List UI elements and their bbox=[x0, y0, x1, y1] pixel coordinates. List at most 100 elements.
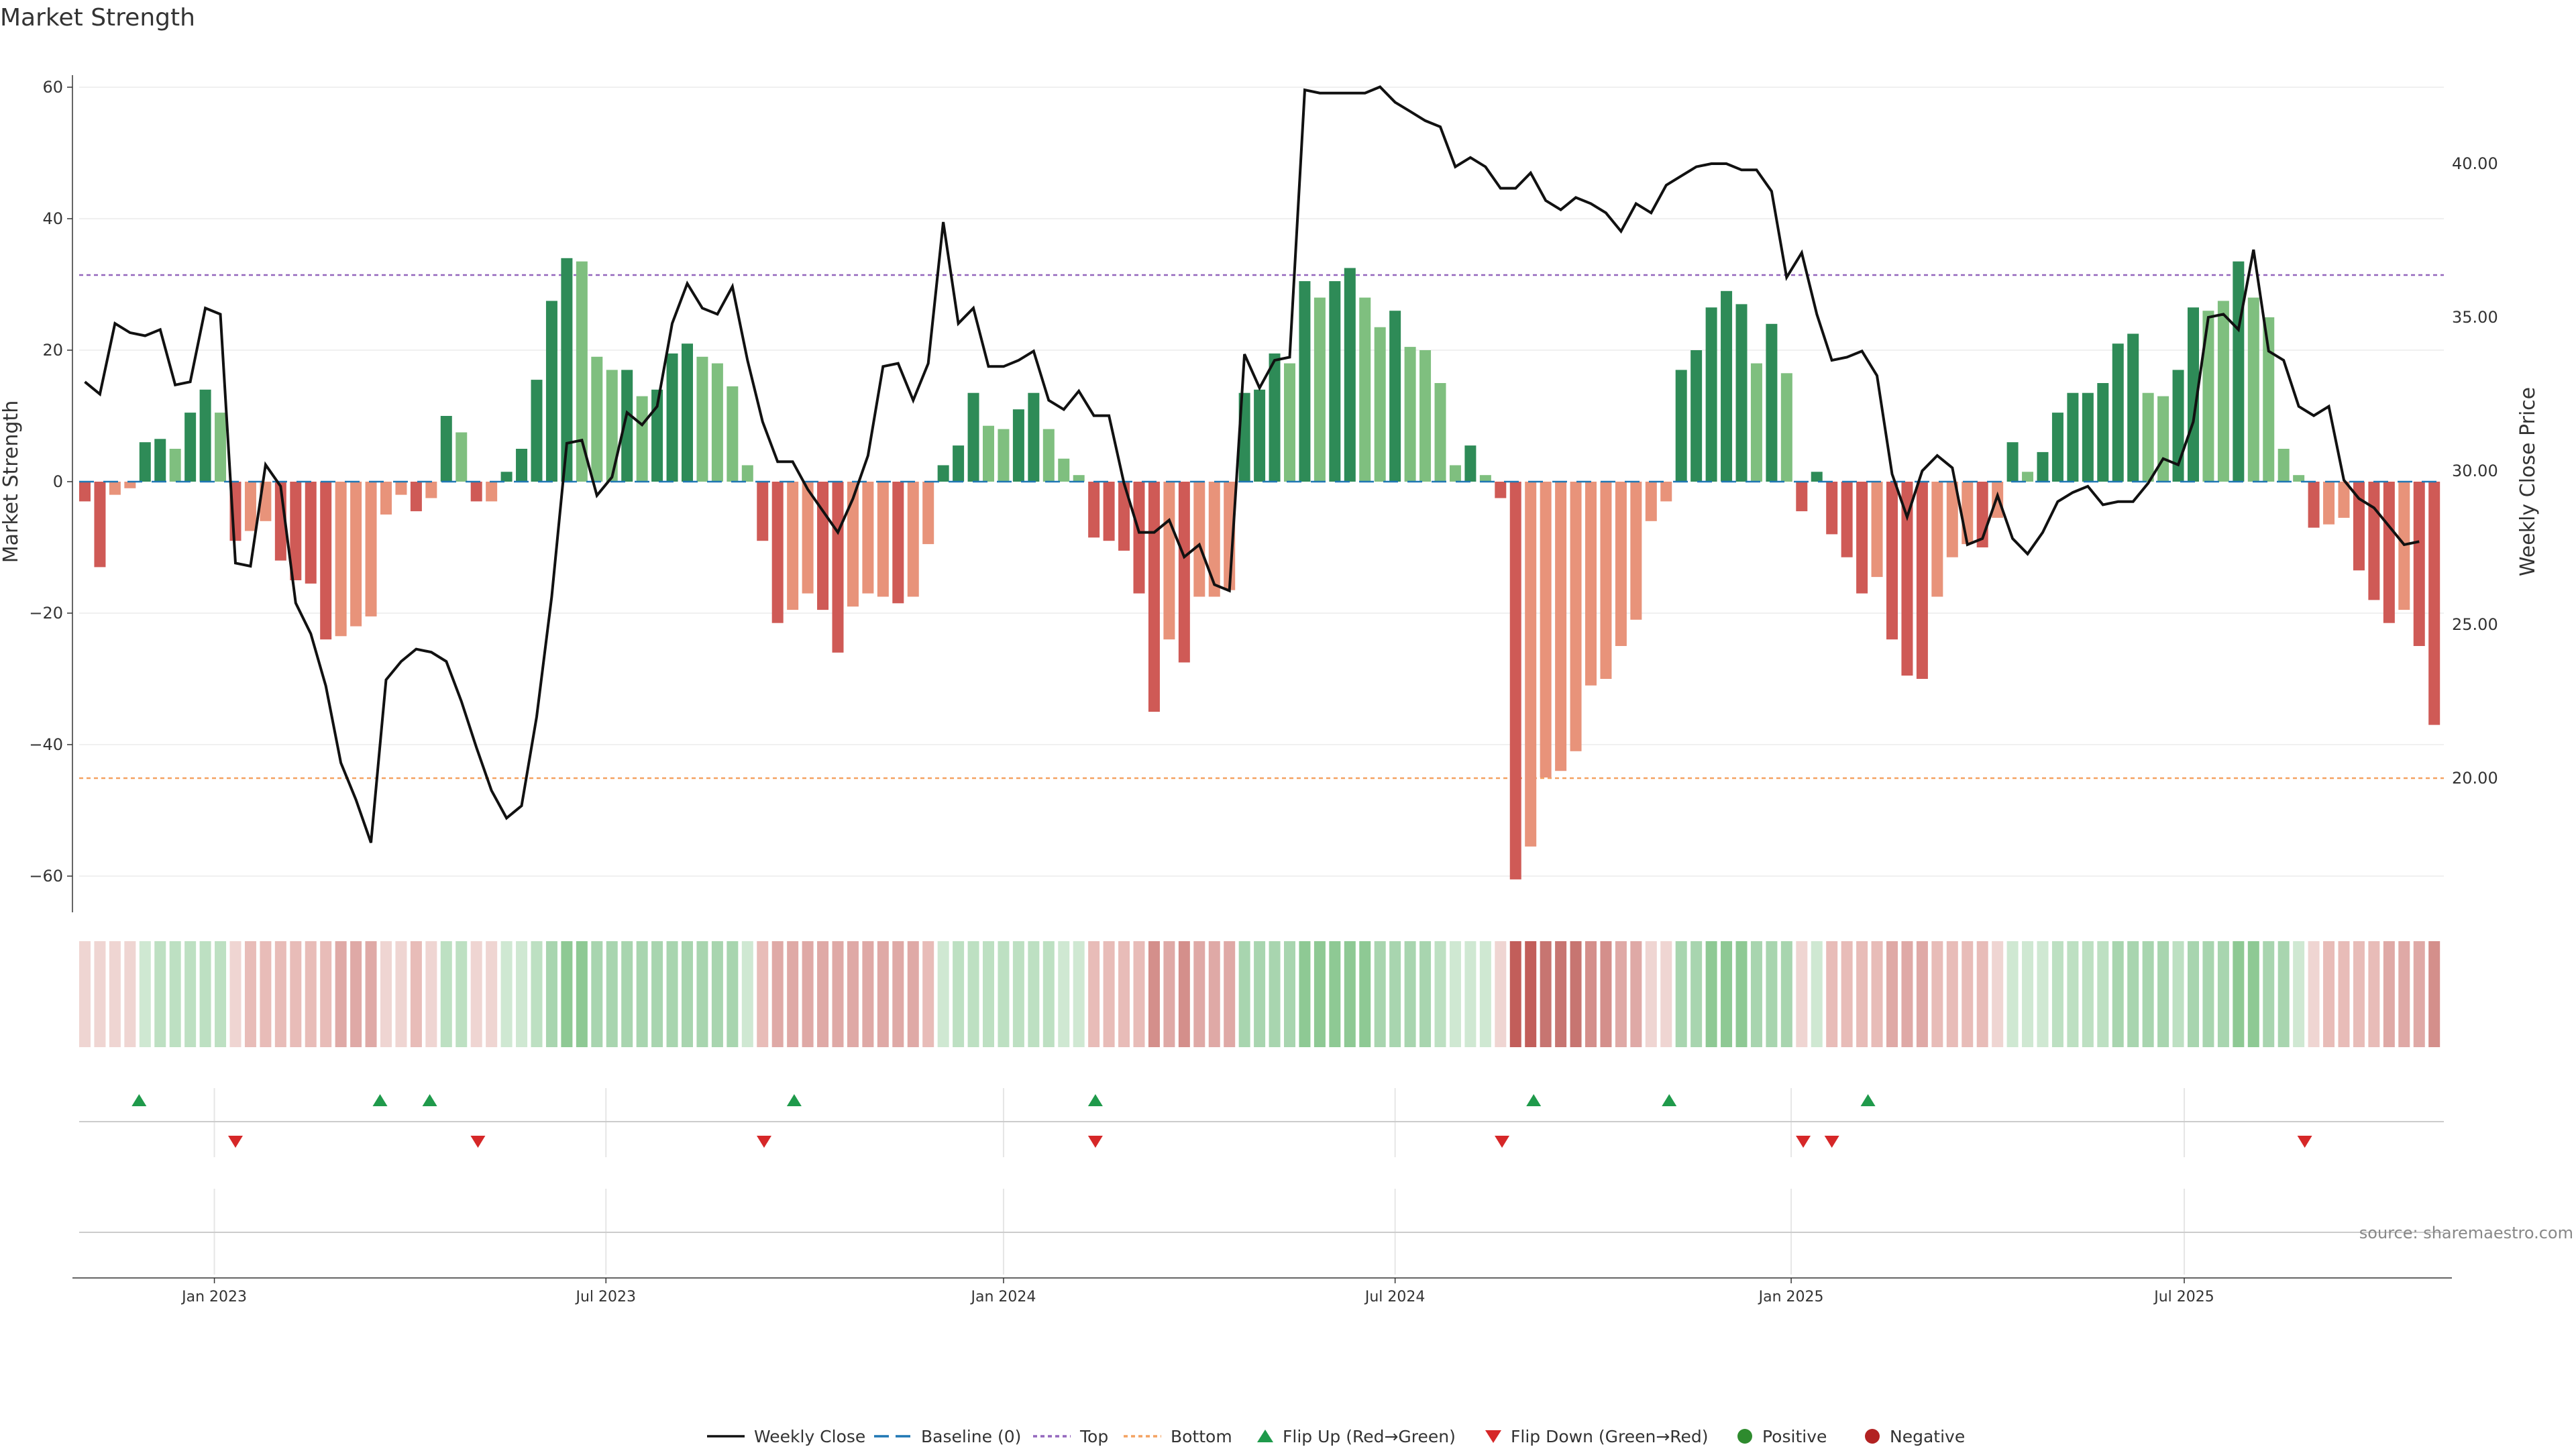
shade-cell bbox=[1690, 941, 1703, 1047]
shade-cell bbox=[516, 941, 528, 1047]
shade-cell bbox=[1073, 941, 1085, 1047]
shade-cell bbox=[666, 941, 678, 1047]
shade-cell bbox=[2428, 941, 2440, 1047]
shade-cell bbox=[922, 941, 934, 1047]
strength-bar bbox=[2323, 482, 2335, 525]
legend-label: Negative bbox=[1890, 1427, 1965, 1446]
shade-cell bbox=[1871, 941, 1883, 1047]
strength-bar bbox=[682, 343, 693, 482]
strength-bar bbox=[1931, 482, 1943, 597]
shade-cell bbox=[2277, 941, 2290, 1047]
shade-cell bbox=[1735, 941, 1748, 1047]
shade-cell bbox=[983, 941, 994, 1047]
strength-bar bbox=[1284, 363, 1295, 482]
shade-cell bbox=[500, 941, 513, 1047]
shade-cell bbox=[335, 941, 347, 1047]
strength-bar bbox=[1434, 383, 1446, 482]
strength-bar bbox=[1299, 281, 1311, 482]
gridlines bbox=[79, 87, 2444, 877]
right-tick-label: 40.00 bbox=[2452, 154, 2498, 173]
strength-bar bbox=[2338, 482, 2350, 518]
strength-bar bbox=[2082, 392, 2094, 482]
shade-cell bbox=[1374, 941, 1386, 1047]
strength-bar bbox=[1811, 472, 1823, 482]
strength-bar bbox=[486, 482, 498, 502]
shade-cell bbox=[1479, 941, 1491, 1047]
strength-bar bbox=[410, 482, 422, 512]
shade-cell bbox=[1313, 941, 1326, 1047]
strength-bar bbox=[741, 465, 753, 482]
shade-cell bbox=[802, 941, 814, 1047]
shade-cell bbox=[1675, 941, 1687, 1047]
strength-bar bbox=[199, 389, 211, 482]
shade-cell bbox=[696, 941, 708, 1047]
shade-cell bbox=[1193, 941, 1205, 1047]
strength-bar bbox=[696, 356, 708, 482]
legend-label: Weekly Close bbox=[754, 1427, 865, 1446]
shade-cell bbox=[2157, 941, 2169, 1047]
shade-cell bbox=[621, 941, 633, 1047]
strength-bar bbox=[2022, 472, 2034, 482]
shade-cell bbox=[2142, 941, 2154, 1047]
shade-cell bbox=[1630, 941, 1642, 1047]
shade-cell bbox=[260, 941, 272, 1047]
legend: Weekly Close Baseline (0) Top Bottom Flip Up… bbox=[707, 1427, 1965, 1446]
strength-bar bbox=[1525, 482, 1537, 847]
left-tick-label: 40 bbox=[42, 209, 63, 228]
strength-bar bbox=[94, 482, 106, 568]
shade-cell bbox=[1329, 941, 1341, 1047]
strength-bar bbox=[215, 413, 227, 482]
flip-up-marker bbox=[1662, 1094, 1677, 1106]
strength-bar bbox=[892, 482, 904, 604]
shade-cell bbox=[1841, 941, 1853, 1047]
legend-label: Flip Down (Green→Red) bbox=[1511, 1427, 1709, 1446]
shade-cell bbox=[998, 941, 1010, 1047]
shade-cell bbox=[486, 941, 498, 1047]
shade-cell bbox=[1645, 941, 1657, 1047]
shade-cell bbox=[2202, 941, 2214, 1047]
source-note: source: sharemaestro.com bbox=[2359, 1224, 2573, 1242]
shade-cell bbox=[1750, 941, 1762, 1047]
strength-bar bbox=[1690, 350, 1703, 482]
shade-cell bbox=[953, 941, 965, 1047]
shade-cell bbox=[771, 941, 784, 1047]
strength-bar bbox=[184, 413, 197, 482]
shade-cell bbox=[1826, 941, 1838, 1047]
strength-bar bbox=[907, 482, 919, 597]
strength-bar bbox=[1254, 389, 1266, 482]
flip-up-marker bbox=[1526, 1094, 1542, 1106]
strength-bar bbox=[1449, 465, 1461, 482]
strength-bar bbox=[1826, 482, 1838, 535]
shade-cell bbox=[1434, 941, 1446, 1047]
strength-bar bbox=[470, 482, 482, 502]
strength-bar bbox=[350, 482, 362, 627]
shade-cell bbox=[440, 941, 452, 1047]
shade-cell bbox=[757, 941, 769, 1047]
strength-bar bbox=[455, 432, 468, 482]
shade-cell bbox=[274, 941, 286, 1047]
shade-cell bbox=[1449, 941, 1461, 1047]
strength-bar bbox=[877, 482, 889, 597]
left-axis-label: Market Strength bbox=[0, 400, 23, 563]
shade-cell bbox=[1962, 941, 1974, 1047]
strength-bar bbox=[1780, 373, 1792, 482]
strength-bar bbox=[1464, 445, 1477, 482]
shade-cell bbox=[727, 941, 739, 1047]
legend-swatch bbox=[1257, 1430, 1273, 1442]
strength-bar bbox=[1992, 482, 2004, 518]
shade-cell bbox=[606, 941, 618, 1047]
shade-cell bbox=[94, 941, 106, 1047]
left-tick-label: 0 bbox=[53, 472, 63, 491]
flip-down-marker bbox=[756, 1136, 771, 1148]
shade-cell bbox=[1208, 941, 1220, 1047]
shade-cell bbox=[2383, 941, 2395, 1047]
x-tick-label: Jan 2024 bbox=[969, 1289, 1036, 1305]
x-tick-label: Jul 2023 bbox=[575, 1289, 637, 1305]
strength-bar bbox=[2263, 317, 2275, 482]
strength-bar bbox=[440, 416, 452, 482]
strength-bar bbox=[1766, 323, 1778, 482]
strength-bar bbox=[2188, 307, 2199, 482]
right-axis-label: Weekly Close Price bbox=[2516, 387, 2540, 576]
strength-bar bbox=[2112, 343, 2124, 482]
strength-bar bbox=[320, 482, 332, 640]
